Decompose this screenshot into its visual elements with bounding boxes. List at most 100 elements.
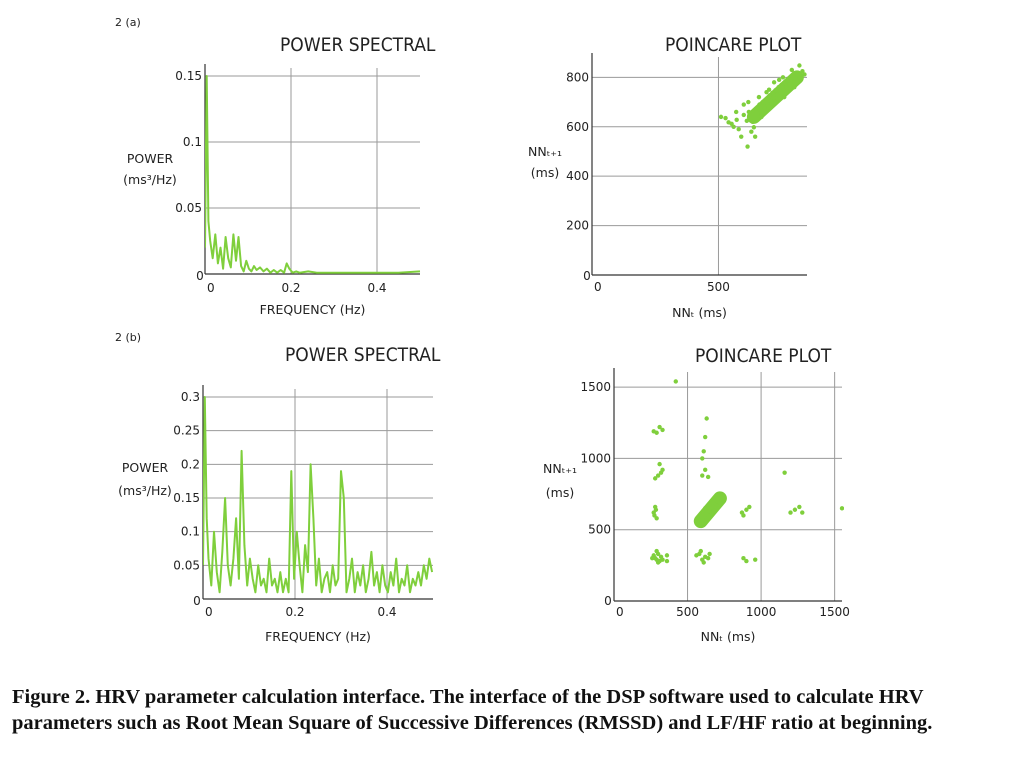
data-point — [771, 80, 777, 85]
data-point — [701, 560, 706, 565]
data-point — [698, 548, 703, 554]
data-point — [660, 557, 665, 562]
data-point — [739, 134, 744, 139]
chart-a-psd: 2 (a) POWER SPECTRAL DENSITY 0 0.05 0.1 0.15 0… — [115, 16, 440, 317]
data-point — [787, 82, 792, 87]
figure-caption: Figure 2. HRV parameter calculation inte… — [12, 686, 933, 734]
data-point — [759, 114, 764, 120]
x-tick-label: 0.2 — [281, 281, 300, 295]
data-point — [766, 104, 772, 110]
data-point — [767, 93, 772, 98]
data-point — [751, 125, 757, 130]
data-point — [780, 75, 786, 80]
data-point — [703, 434, 708, 440]
data-point — [797, 504, 802, 510]
data-point — [782, 94, 787, 100]
data-point — [746, 109, 752, 115]
x-axis-label: FREQUENCY (Hz) — [260, 302, 366, 317]
x-axis-label: FREQUENCY (Hz) — [265, 629, 371, 644]
data-point — [758, 109, 764, 114]
y-tick-label: 800 — [566, 70, 589, 84]
data-point — [784, 85, 789, 90]
y-tick-label: 0.15 — [175, 69, 202, 83]
data-point — [654, 516, 659, 521]
y-axis-label: NNₜ₊₁ — [543, 461, 577, 476]
data-point — [745, 144, 750, 149]
y-axis-label: (ms³/Hz) — [118, 483, 172, 498]
data-point — [733, 109, 739, 115]
x-axis-label: NNₜ (ms) — [701, 629, 756, 644]
y-tick-label: 1500 — [580, 380, 611, 394]
y-tick-label: 0.1 — [181, 525, 200, 539]
data-point — [760, 99, 765, 105]
data-point — [746, 99, 751, 105]
y-tick-label: 0.2 — [181, 457, 200, 471]
y-tick-label: 600 — [566, 120, 589, 134]
chart-a-poincare: POINCARE PLOT 0 200 400 600 800 0 500 NNₜ (ms) NN… — [528, 34, 807, 320]
y-tick-label: 1000 — [580, 451, 611, 465]
data-point — [731, 124, 736, 129]
y-tick-label: 0 — [196, 269, 204, 283]
chart-b-psd: 2 (b) POWER SPECTRAL DENSITY 0 0.05 0.1 0.15 0… — [115, 331, 445, 644]
data-point — [655, 560, 661, 565]
data-point — [664, 553, 670, 558]
data-point — [782, 470, 787, 475]
series-line-0 — [203, 396, 434, 594]
y-axis-label: (ms) — [546, 485, 574, 500]
chart-b-poincare: POINCARE PLOT 0 500 1000 1500 0 500 1000 1500 NNₜ… — [543, 345, 850, 644]
y-axis-label: POWER — [127, 151, 174, 166]
data-point — [774, 92, 780, 97]
data-point — [741, 112, 746, 118]
y-tick-label: 0 — [604, 594, 612, 608]
x-tick-label: 0 — [205, 605, 213, 619]
data-point — [705, 474, 711, 480]
data-point — [707, 551, 712, 557]
data-point — [664, 558, 670, 564]
data-point — [704, 416, 709, 421]
y-tick-label: 500 — [588, 523, 611, 537]
data-point — [770, 90, 775, 95]
data-point — [723, 115, 728, 121]
data-point — [788, 510, 793, 515]
plot-area — [650, 379, 844, 565]
data-point — [703, 467, 708, 473]
y-tick-label: 0.15 — [173, 491, 200, 505]
data-point — [673, 379, 678, 384]
data-point — [700, 456, 705, 461]
data-point — [753, 106, 759, 112]
y-axis-label: NNₜ₊₁ — [528, 144, 562, 159]
data-point — [650, 556, 655, 561]
data-point — [800, 68, 805, 74]
data-point — [703, 506, 708, 511]
data-point — [705, 556, 711, 561]
plot-area — [203, 396, 434, 594]
data-point — [773, 88, 778, 93]
data-point — [657, 461, 662, 467]
data-point — [744, 118, 749, 124]
data-point — [707, 508, 712, 514]
data-point — [792, 507, 798, 512]
data-point — [752, 134, 758, 139]
data-point — [797, 63, 802, 68]
data-point — [655, 473, 661, 478]
data-point — [773, 99, 778, 105]
data-point — [753, 557, 758, 562]
x-tick-label: 0.4 — [377, 605, 396, 619]
y-axis-label: POWER — [122, 460, 169, 475]
series-line-0 — [205, 75, 421, 274]
y-tick-label: 0 — [583, 269, 591, 283]
data-point — [792, 80, 797, 85]
y-tick-label: 0.05 — [175, 201, 202, 215]
chart-title: POWER SPECTRAL DENSITY — [280, 34, 440, 56]
data-point — [654, 548, 659, 554]
data-point — [741, 556, 746, 561]
y-tick-label: 0.05 — [173, 558, 200, 572]
y-tick-label: 0.3 — [181, 390, 200, 404]
data-point — [657, 424, 662, 430]
x-axis-label: NNₜ (ms) — [672, 305, 727, 320]
data-point — [718, 114, 724, 120]
data-point — [776, 77, 782, 83]
data-point — [660, 467, 665, 473]
data-point — [755, 113, 760, 118]
x-tick-label: 500 — [707, 280, 730, 294]
